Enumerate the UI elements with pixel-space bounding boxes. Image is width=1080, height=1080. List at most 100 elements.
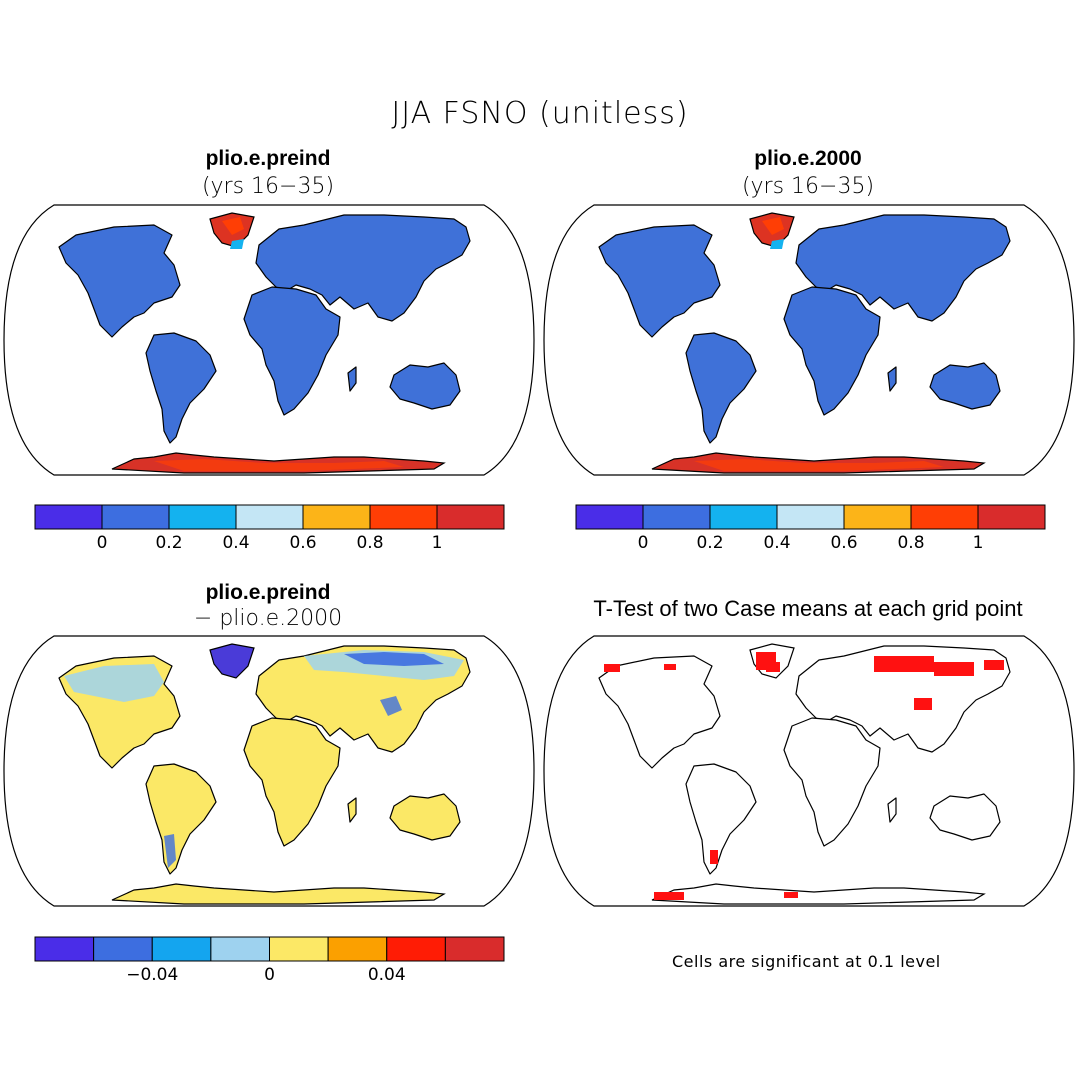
continent-madagascar <box>887 797 897 823</box>
signif-cell-2 <box>874 656 934 672</box>
colorbar-diff-swatch-0 <box>34 936 95 962</box>
colorbar-diff <box>34 936 505 962</box>
colorbar-preind-label-1: 0.2 <box>155 533 183 553</box>
diff-patch-na <box>64 664 164 702</box>
continent-africa <box>783 717 881 847</box>
continent-greenland <box>209 643 255 679</box>
colorbar-e2000-swatch-1 <box>642 504 711 530</box>
colorbar-e2000-swatch-6 <box>977 504 1046 530</box>
greenland-core <box>222 217 244 235</box>
colorbar-e2000-swatch-0 <box>575 504 644 530</box>
colorbar-diff-label-2: 0.04 <box>367 965 406 985</box>
continent-southAmerica <box>685 763 757 875</box>
map-frame-e2000 <box>543 204 1075 476</box>
colorbar-e2000-label-1: 0.2 <box>696 533 724 553</box>
colorbar-e2000-swatch-3 <box>776 504 845 530</box>
continent-madagascar <box>347 366 357 392</box>
colorbar-e2000-swatch-5 <box>910 504 979 530</box>
colorbar-preind <box>34 504 505 530</box>
panel-diff-subtitle: − plio.e.2000 <box>193 606 343 631</box>
colorbar-diff-swatch-2 <box>151 936 212 962</box>
arctic-patch <box>230 239 244 249</box>
colorbar-e2000-swatch-4 <box>843 504 912 530</box>
colorbar-preind-swatch-0 <box>34 504 103 530</box>
continent-southAmerica <box>685 332 757 444</box>
signif-cell-5 <box>914 698 932 710</box>
signif-cell-4 <box>984 660 1004 670</box>
colorbar-e2000-label-4: 0.8 <box>897 533 925 553</box>
colorbar-diff-swatch-5 <box>327 936 388 962</box>
signif-cell-7 <box>664 664 676 670</box>
map-frame-preind <box>3 204 535 476</box>
continent-antarctica <box>651 883 986 905</box>
signif-cell-3 <box>934 662 974 676</box>
colorbar-e2000 <box>575 504 1046 530</box>
panel-e2000-title: plio.e.2000 <box>754 147 862 170</box>
colorbar-e2000-label-0: 0 <box>637 533 649 553</box>
continent-australia <box>389 362 461 410</box>
ttest-note: Cells are significant at 0.1 level <box>672 952 941 971</box>
arctic-patch <box>770 239 784 249</box>
diff-patch-tibet <box>380 696 402 716</box>
colorbar-e2000-label-2: 0.4 <box>763 533 791 553</box>
continent-northAmerica <box>598 224 721 338</box>
colorbar-preind-swatch-4 <box>302 504 371 530</box>
panel-ttest-title: T-Test of two Case means at each grid po… <box>593 596 1023 621</box>
colorbar-e2000-label-3: 0.6 <box>830 533 858 553</box>
continent-australia <box>389 793 461 841</box>
map-panel-diff <box>3 635 535 907</box>
continent-africa <box>243 717 341 847</box>
colorbar-preind-swatch-1 <box>101 504 170 530</box>
colorbar-diff-swatch-1 <box>93 936 153 962</box>
diff-patch-andes <box>164 834 176 868</box>
continent-eurasia <box>795 214 1011 322</box>
continent-australia <box>929 362 1001 410</box>
colorbar-e2000-swatch-2 <box>709 504 778 530</box>
continent-eurasia <box>255 214 471 322</box>
diff-patch-siberia <box>344 652 444 666</box>
map-frame-ttest <box>543 635 1075 907</box>
colorbar-diff-swatch-3 <box>210 936 270 962</box>
map-panel-preind <box>3 204 535 476</box>
colorbar-preind-swatch-5 <box>369 504 438 530</box>
map-frame-diff <box>3 635 535 907</box>
colorbar-diff-swatch-7 <box>444 936 505 962</box>
colorbar-preind-swatch-3 <box>235 504 304 530</box>
colorbar-preind-label-4: 0.8 <box>356 533 384 553</box>
continent-southAmerica <box>145 763 217 875</box>
colorbar-diff-label-0: −0.04 <box>126 965 179 985</box>
colorbar-diff-label-1: 0 <box>264 965 275 985</box>
map-panel-e2000 <box>543 204 1075 476</box>
colorbar-preind-label-2: 0.4 <box>222 533 250 553</box>
continent-africa <box>243 286 341 416</box>
antarctic-core <box>694 459 944 471</box>
colorbar-e2000-label-5: 1 <box>972 533 984 553</box>
panel-preind-title: plio.e.preind <box>205 147 331 170</box>
colorbar-diff-swatch-6 <box>386 936 446 962</box>
figure-title: JJA FSNO (unitless) <box>391 96 689 131</box>
colorbar-diff-swatch-4 <box>269 936 329 962</box>
antarctic-core <box>154 459 404 471</box>
continent-africa <box>783 286 881 416</box>
continent-southAmerica <box>145 332 217 444</box>
continent-australia <box>929 793 1001 841</box>
colorbar-preind-swatch-6 <box>436 504 505 530</box>
panel-preind-subtitle: (yrs 16−35) <box>201 174 335 199</box>
signif-cell-10 <box>784 892 798 898</box>
signif-cell-8 <box>710 850 718 864</box>
signif-cell-6 <box>604 664 620 672</box>
panel-diff-title: plio.e.preind <box>205 581 331 604</box>
colorbar-preind-swatch-2 <box>168 504 237 530</box>
continent-madagascar <box>887 366 897 392</box>
continent-northAmerica <box>58 224 181 338</box>
map-panel-ttest <box>543 635 1075 907</box>
greenland-core <box>762 217 784 235</box>
colorbar-preind-label-3: 0.6 <box>289 533 317 553</box>
colorbar-preind-label-0: 0 <box>96 533 108 553</box>
panel-e2000-subtitle: (yrs 16−35) <box>741 174 875 199</box>
signif-cell-1 <box>766 662 780 672</box>
signif-cell-9 <box>654 892 684 900</box>
continent-antarctica <box>111 883 446 905</box>
